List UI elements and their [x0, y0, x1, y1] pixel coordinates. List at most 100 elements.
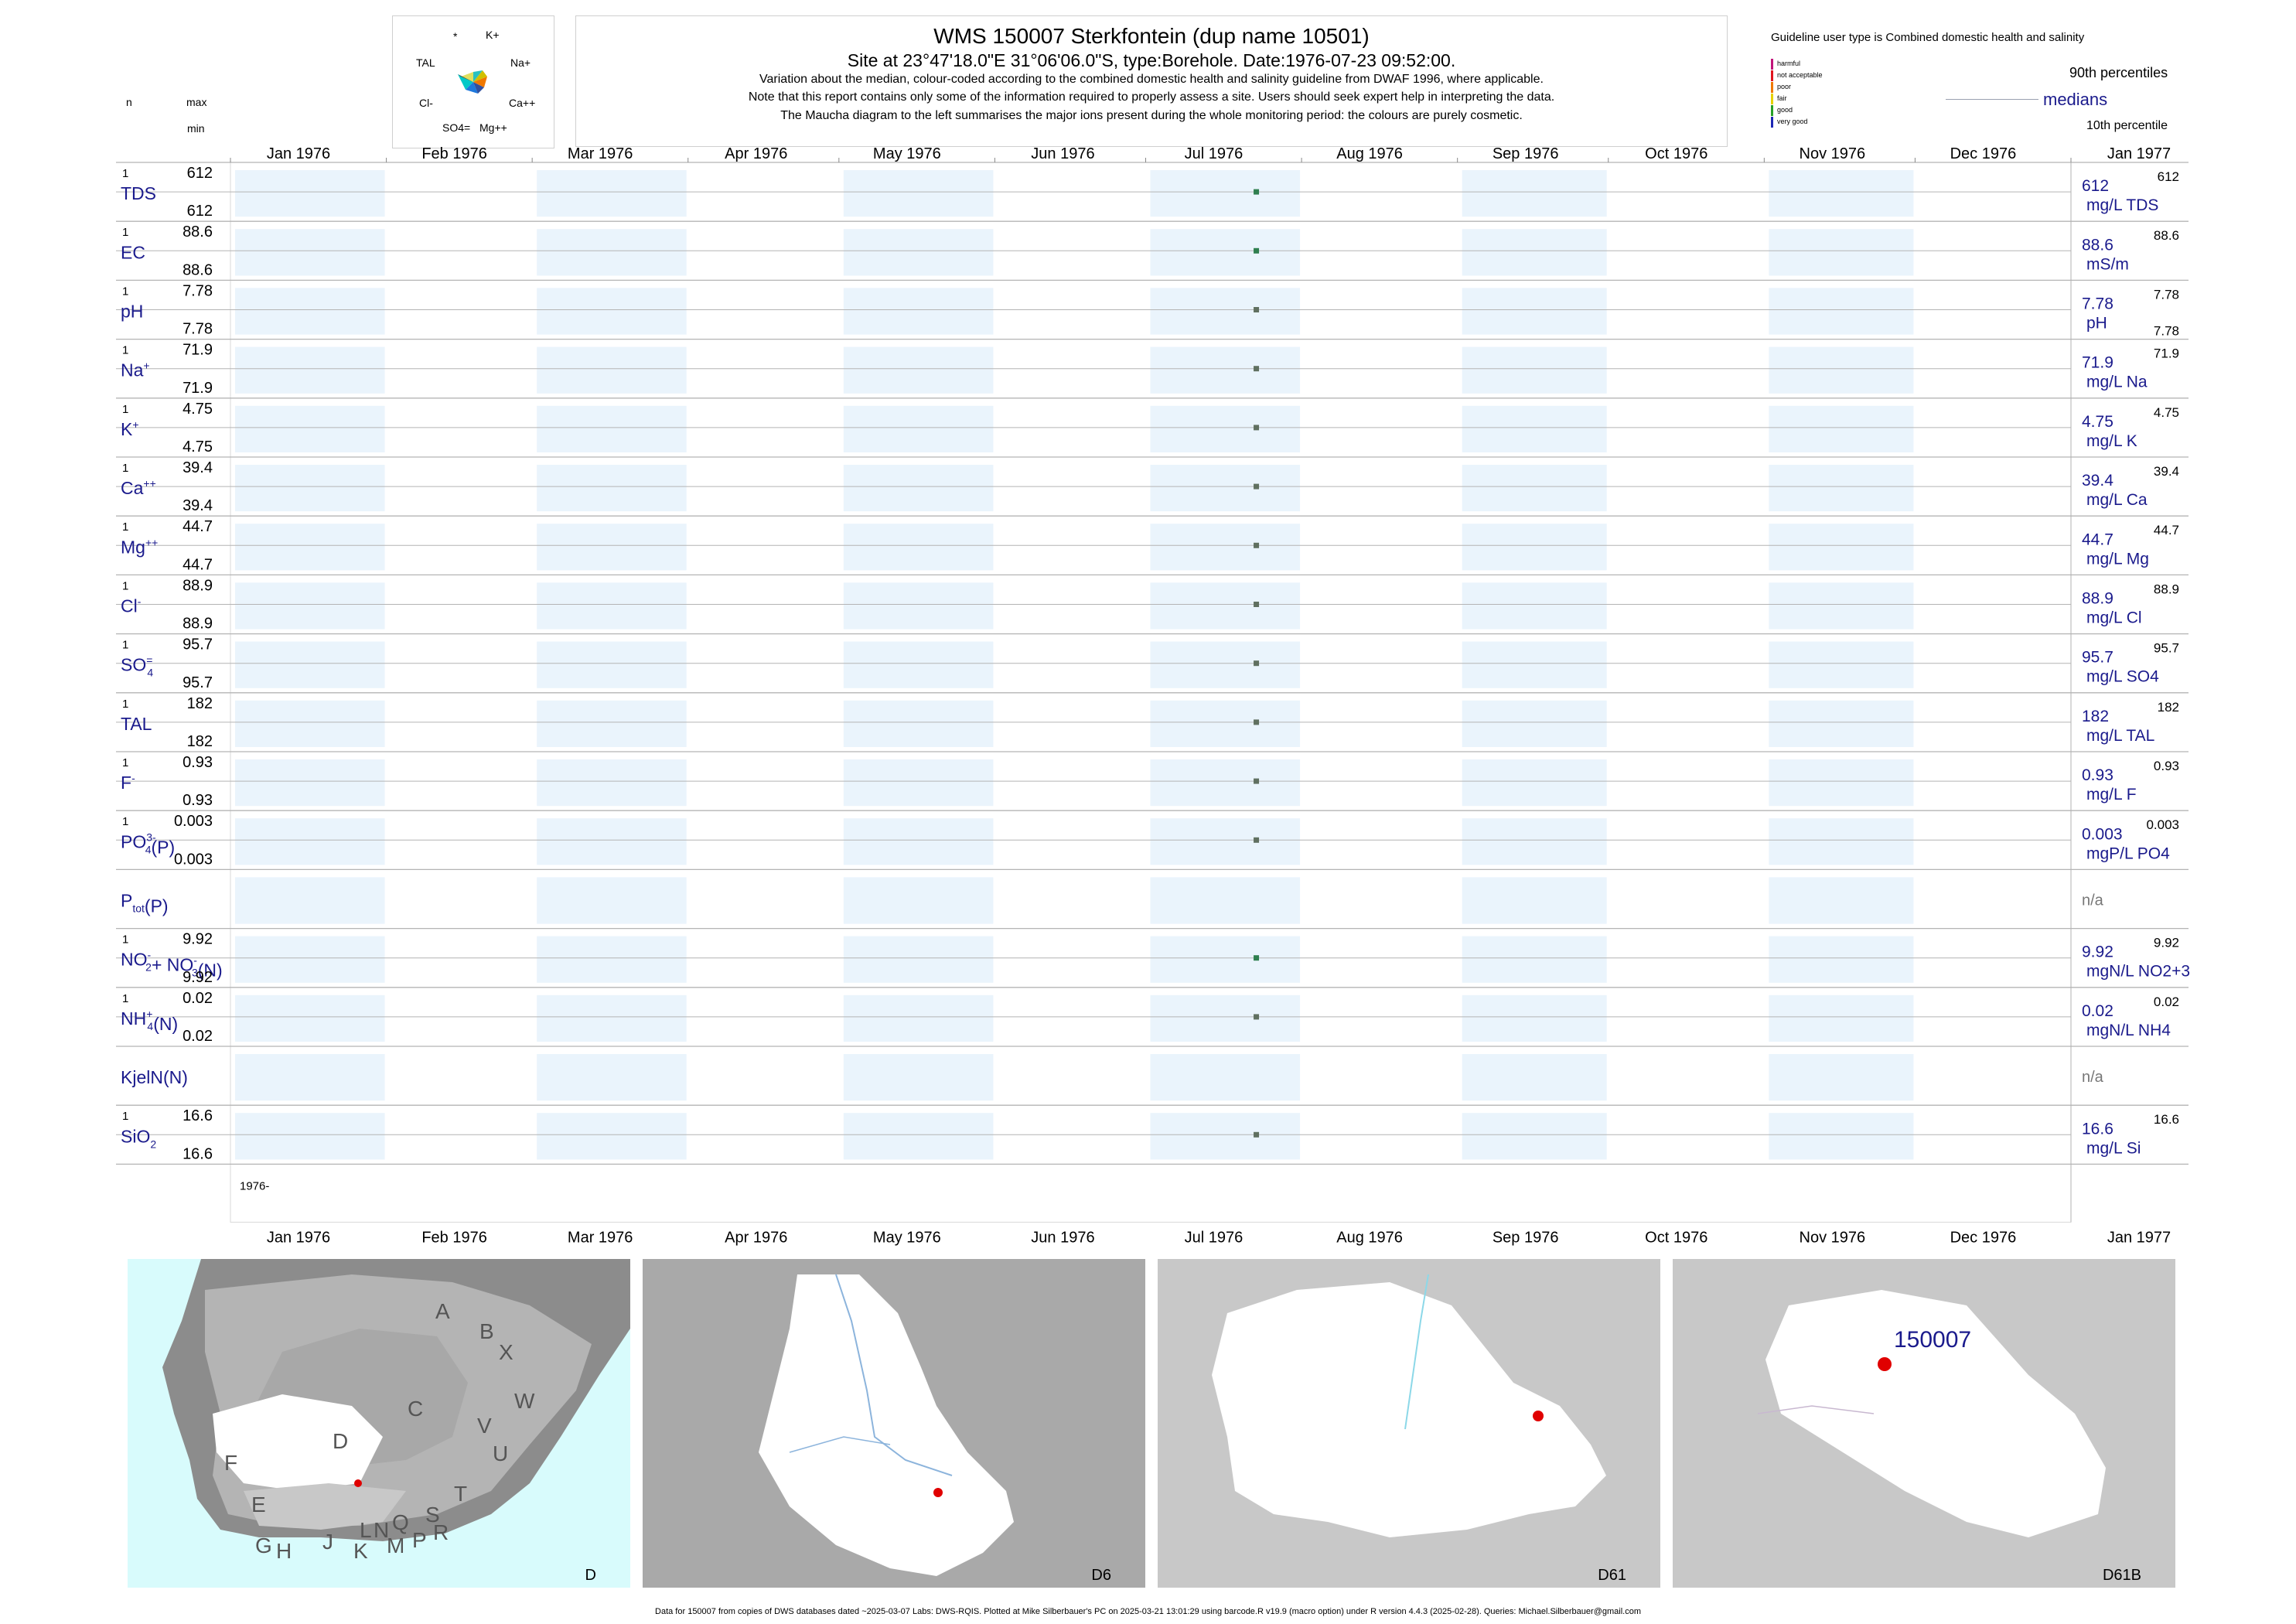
median-na: n/a — [2082, 892, 2104, 909]
param-label: Mg++ — [121, 536, 158, 557]
month-band — [235, 877, 385, 924]
map-panel-d6: D6 — [643, 1259, 1145, 1588]
legend-p90: 90th percentiles — [2069, 65, 2168, 80]
map-label-d6: D6 — [1091, 1567, 1111, 1584]
param-label: NH+ 4(N) — [121, 1008, 178, 1034]
value-min: 4.75 — [183, 438, 213, 455]
month-band — [1150, 877, 1301, 924]
month-band — [1769, 700, 1914, 747]
month-band — [1769, 229, 1914, 276]
x-tick-label-bottom: Jan 1977 — [2107, 1229, 2171, 1246]
maucha-label-so4: SO4= — [442, 121, 471, 134]
data-point — [1254, 483, 1260, 490]
count-n: 1 — [122, 933, 128, 947]
median-value: 16.6 — [2082, 1120, 2113, 1138]
month-band — [1462, 936, 1607, 983]
x-tick-label-top: Sep 1976 — [1493, 145, 1559, 162]
month-band — [537, 405, 687, 452]
value-max: 0.93 — [183, 754, 213, 771]
year-label: 1976- — [240, 1179, 269, 1192]
data-point — [1254, 1131, 1260, 1138]
col-head-min: min — [187, 122, 205, 135]
data-point — [1254, 247, 1260, 254]
month-band — [1150, 1113, 1301, 1160]
month-band — [537, 700, 687, 747]
x-tick-label-bottom: Aug 1976 — [1336, 1229, 1403, 1246]
median-value: 88.6 — [2082, 236, 2113, 254]
legend-p10: 10th percentile — [2086, 119, 2168, 132]
median-na: n/a — [2082, 1069, 2104, 1086]
legend-medians: medians — [2043, 90, 2108, 109]
title-box: WMS 150007 Sterkfontein (dup name 10501)… — [575, 15, 1728, 147]
param-label: NO-2+ NO-3(N) — [121, 949, 223, 981]
month-band — [537, 465, 687, 512]
maucha-label-mg: Mg++ — [479, 121, 507, 134]
month-band — [235, 170, 385, 217]
month-band — [537, 346, 687, 394]
x-tick-label-top: Jun 1976 — [1031, 145, 1094, 162]
month-band — [235, 405, 385, 452]
month-band — [235, 995, 385, 1042]
count-n: 1 — [122, 992, 128, 1005]
param-label: TAL — [121, 714, 152, 734]
param-label: Ca++ — [121, 477, 156, 498]
value-max: 4.75 — [183, 401, 213, 418]
month-band — [1462, 405, 1607, 452]
month-band — [1150, 818, 1301, 865]
map-region-letter: L — [360, 1518, 372, 1542]
month-band — [1150, 936, 1301, 983]
median-unit: mg/L Si — [2086, 1139, 2141, 1157]
guideline-title: Guideline user type is Combined domestic… — [1771, 31, 2085, 44]
p90-value: 16.6 — [2154, 1112, 2179, 1127]
value-min: 7.78 — [183, 321, 213, 338]
month-band — [537, 936, 687, 983]
legend-swatch-poor — [1771, 82, 1773, 93]
month-band — [843, 229, 994, 276]
map-region-letter: C — [408, 1397, 424, 1421]
month-band — [1150, 405, 1301, 452]
month-band — [235, 524, 385, 571]
param-label: K+ — [121, 418, 139, 439]
month-band — [843, 582, 994, 629]
map-region-letter: P — [412, 1528, 427, 1552]
x-tick-label-bottom: Feb 1976 — [421, 1229, 487, 1246]
map-region-letter: F — [224, 1451, 238, 1475]
x-tick-label-top: Jan 1976 — [267, 145, 330, 162]
month-band — [843, 995, 994, 1042]
data-point — [1254, 778, 1260, 784]
legend-class-label: very good — [1777, 118, 1808, 125]
month-band — [843, 346, 994, 394]
month-band — [1769, 759, 1914, 807]
x-tick-label-top: Dec 1976 — [1950, 145, 2017, 162]
month-band — [1769, 346, 1914, 394]
median-value: 0.003 — [2082, 825, 2123, 843]
legend-class-label: poor — [1777, 83, 1792, 90]
month-band — [235, 288, 385, 335]
data-point — [1254, 307, 1260, 312]
barcode-chart: Jan 1976 Jan 1976 Feb 1976 Feb 1976 Mar 1976… — [116, 145, 2190, 1246]
month-band — [235, 818, 385, 865]
p90-value: 0.93 — [2154, 759, 2179, 773]
month-band — [843, 759, 994, 807]
month-band — [1462, 229, 1607, 276]
month-band — [1150, 759, 1301, 807]
median-unit: mg/L SO4 — [2086, 668, 2159, 686]
note-line-1: Variation about the median, colour-coded… — [759, 73, 1544, 86]
legend-swatch-good — [1771, 105, 1773, 116]
count-n: 1 — [122, 344, 128, 357]
month-band — [537, 641, 687, 688]
p90-value: 44.7 — [2154, 523, 2179, 537]
legend-class-label: fair — [1777, 94, 1787, 102]
count-n: 1 — [122, 698, 128, 711]
median-value: 39.4 — [2082, 472, 2113, 490]
x-tick-label-bottom: Sep 1976 — [1493, 1229, 1559, 1246]
month-band — [1150, 995, 1301, 1042]
value-max: 9.92 — [183, 931, 213, 948]
value-min: 0.02 — [183, 1028, 213, 1045]
median-value: 0.02 — [2082, 1002, 2113, 1020]
month-band — [235, 759, 385, 807]
map-label-d: D — [585, 1567, 596, 1584]
median-unit: mg/L F — [2086, 786, 2137, 803]
value-max: 182 — [187, 695, 213, 712]
month-band — [1769, 288, 1914, 335]
